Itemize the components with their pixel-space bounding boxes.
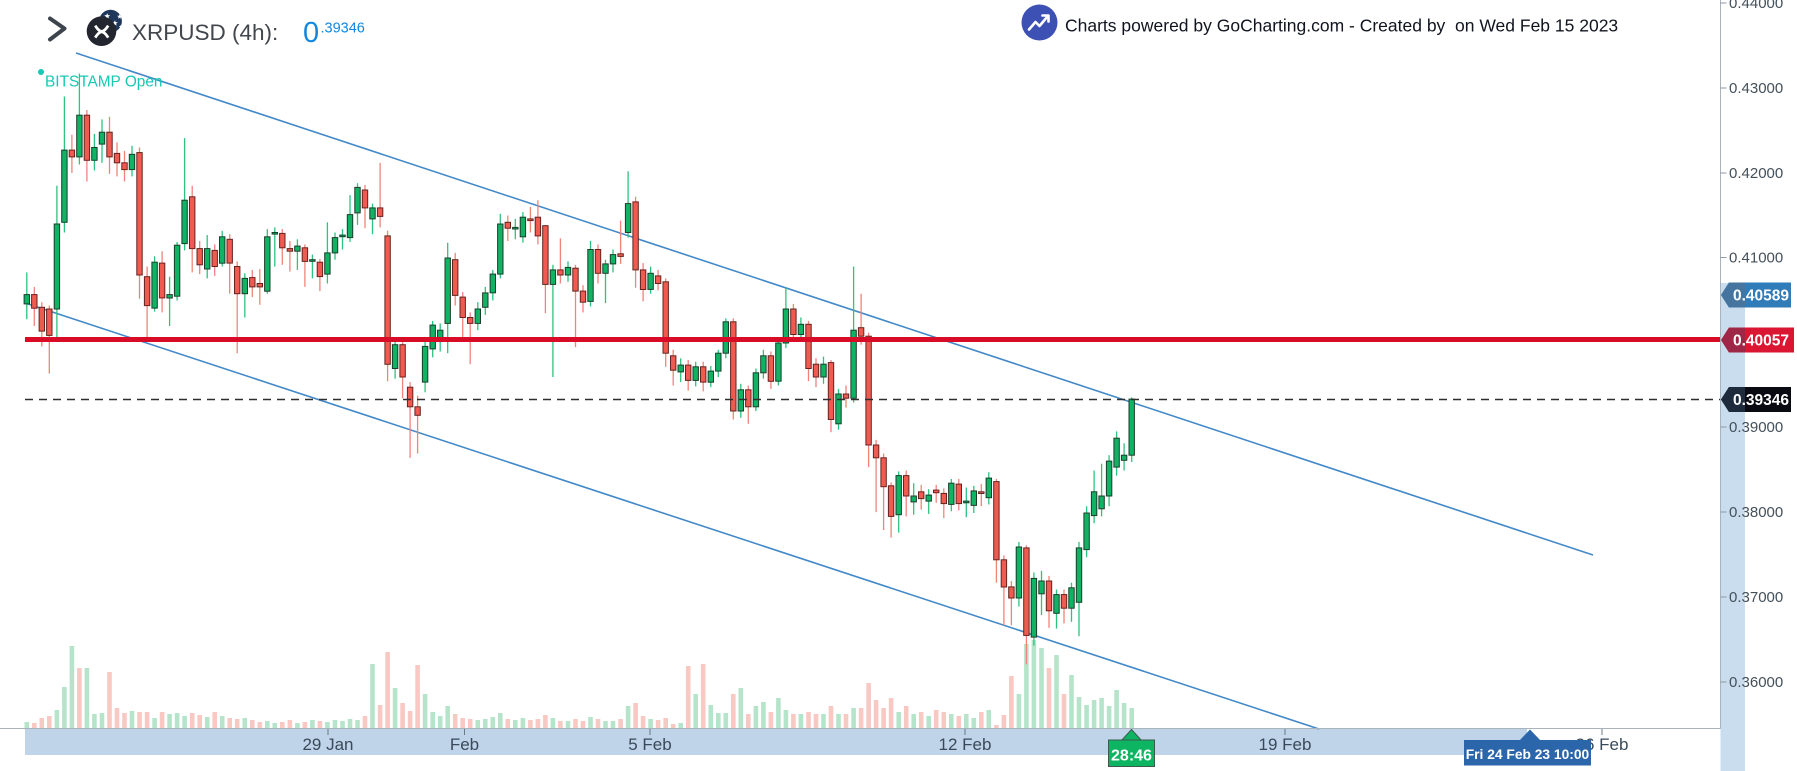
svg-text:Charts powered by GoCharting.c: Charts powered by GoCharting.com - Creat…	[1065, 16, 1618, 36]
svg-text:0.43000: 0.43000	[1729, 80, 1783, 97]
svg-text:0.39346: 0.39346	[1733, 392, 1789, 409]
svg-text:5 Feb: 5 Feb	[628, 735, 671, 754]
svg-text:0.42000: 0.42000	[1729, 165, 1783, 182]
svg-text:12 Feb: 12 Feb	[939, 735, 992, 754]
svg-text:0: 0	[303, 17, 319, 49]
svg-text:Fri 24 Feb 23 10:00: Fri 24 Feb 23 10:00	[1466, 747, 1590, 762]
svg-text:28:46: 28:46	[1111, 748, 1152, 765]
svg-text:Feb: Feb	[450, 735, 479, 754]
svg-text:.39346: .39346	[321, 21, 365, 37]
svg-text:19 Feb: 19 Feb	[1259, 735, 1312, 754]
svg-text:0.40057: 0.40057	[1733, 333, 1789, 350]
svg-text:0.41000: 0.41000	[1729, 250, 1783, 267]
svg-text:BITSTAMP Open: BITSTAMP Open	[45, 74, 162, 91]
svg-text:0.38000: 0.38000	[1729, 504, 1783, 521]
svg-text:0.39000: 0.39000	[1729, 419, 1783, 436]
svg-text:29 Jan: 29 Jan	[302, 735, 353, 754]
svg-text:0.44000: 0.44000	[1729, 0, 1783, 12]
svg-text:XRPUSD (4h):: XRPUSD (4h):	[132, 20, 278, 45]
svg-text:0.36000: 0.36000	[1729, 674, 1783, 691]
svg-text:0.40589: 0.40589	[1733, 288, 1789, 305]
svg-text:0.37000: 0.37000	[1729, 589, 1783, 606]
